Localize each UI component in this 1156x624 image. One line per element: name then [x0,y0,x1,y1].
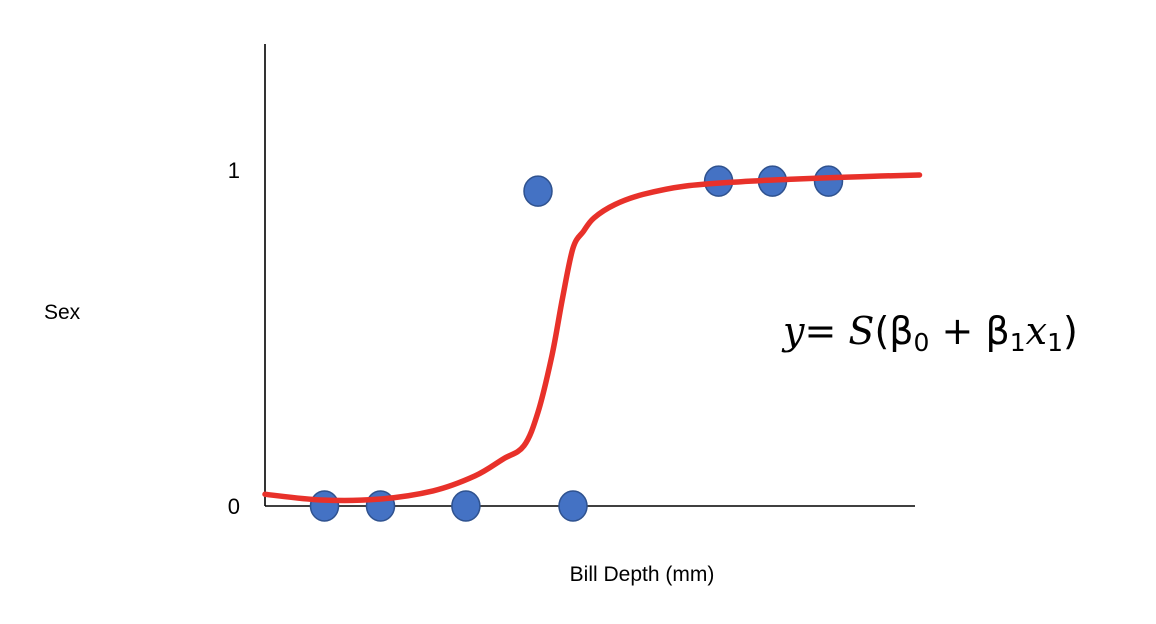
equation-beta1: β [985,309,1010,353]
equation-beta0: β [889,309,914,353]
data-point-4 [558,490,588,522]
y-axis-label: Sex [44,301,81,324]
equation-x-subscript: 1 [1047,328,1063,357]
equation-close-paren: ) [1063,309,1078,353]
sigmoid-curve [262,172,923,504]
y-tick-label-0: 0 [228,494,240,519]
equation-x: x [1025,309,1048,353]
x-axis-label: Bill Depth (mm) [570,563,715,586]
equation-function-s: S [848,309,875,353]
equation-beta1-subscript: 1 [1009,328,1026,357]
data-point-3 [451,490,481,522]
sigmoid-equation: y= S(β0 + β1x1) [783,309,1078,355]
data-points [309,165,844,522]
data-point-5 [523,175,553,207]
data-point-1 [309,490,340,522]
equation-open-paren: ( [874,309,890,353]
equation-y: y [783,309,805,353]
equation-beta0-subscript: 0 [913,328,930,357]
y-tick-label-1: 1 [228,158,240,183]
data-point-8 [813,165,844,197]
equation-plus: + [941,309,974,353]
equation-equals: = [804,309,837,353]
